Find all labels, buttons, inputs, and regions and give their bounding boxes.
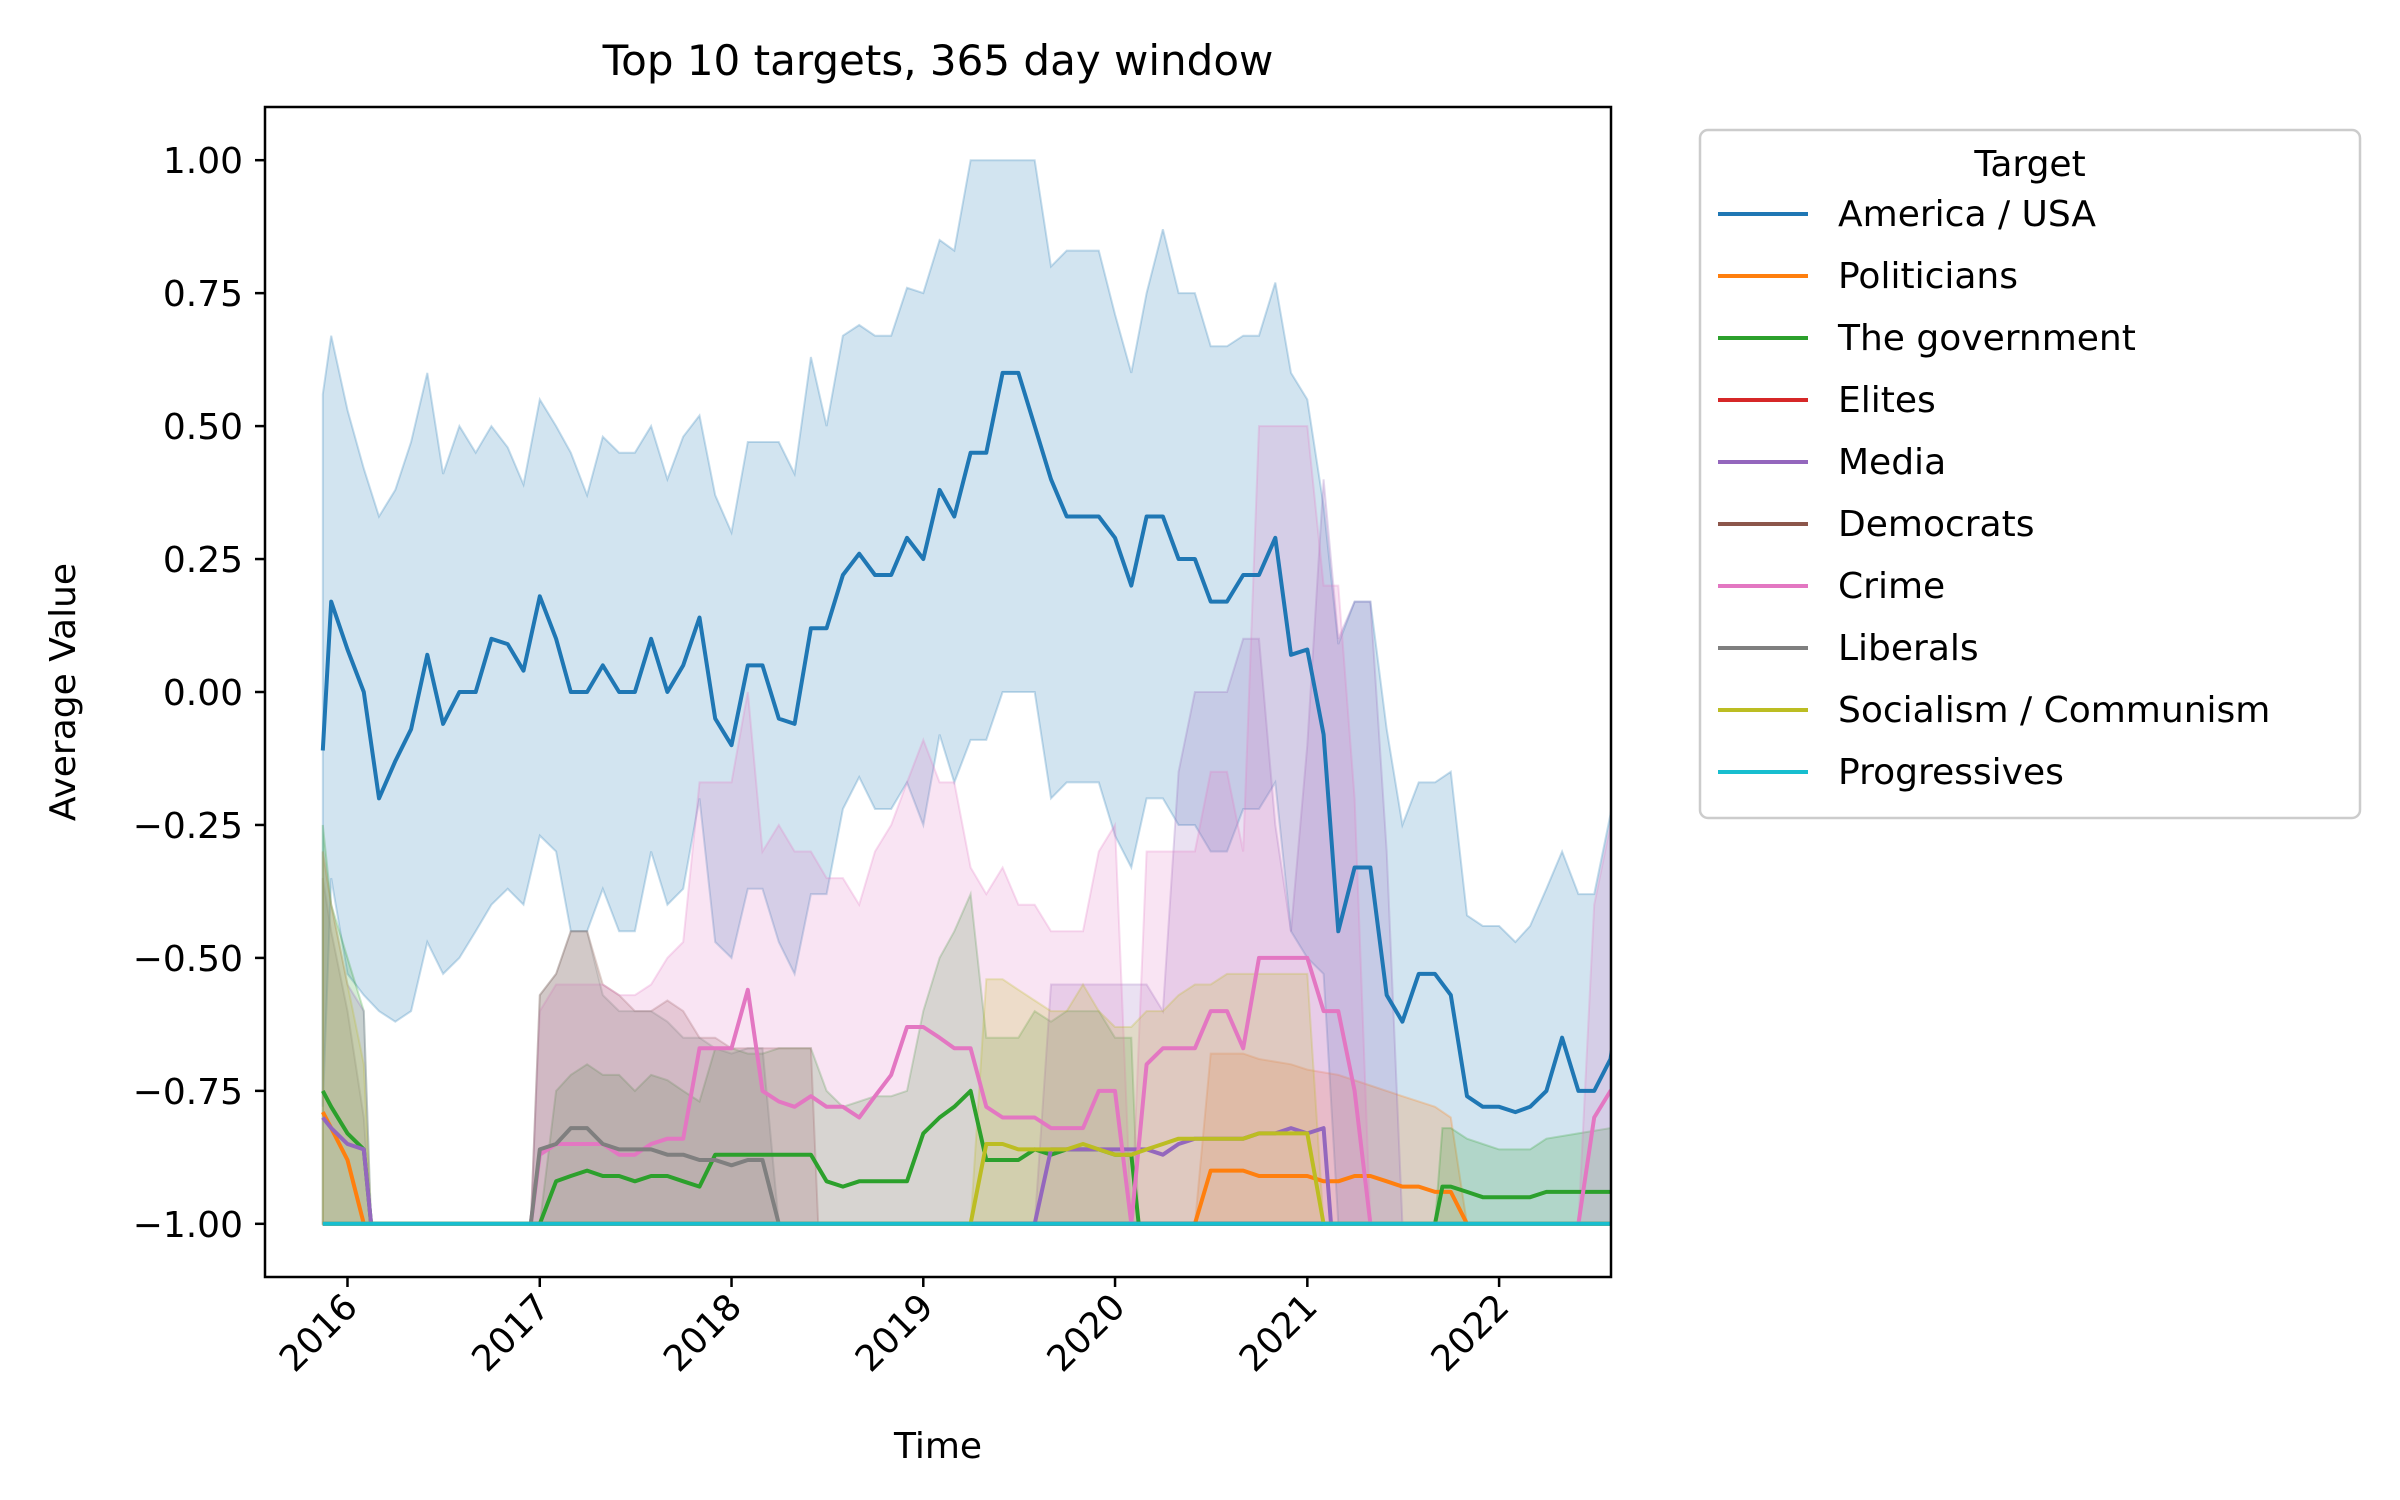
band-the-government (321, 824, 1611, 1225)
series-line-the-government (321, 1088, 1611, 1226)
y-tick-label: 0.00 (163, 673, 243, 714)
chart-title: Top 10 targets, 365 day window (602, 36, 1274, 85)
y-axis-label: Average Value (43, 563, 84, 821)
y-tick-label: 1.00 (163, 141, 243, 182)
y-tick-label: 0.25 (163, 540, 243, 581)
y-tick-label: 0.50 (163, 407, 243, 448)
legend-title: Target (1973, 144, 2085, 185)
legend-label-politicians: Politicians (1838, 256, 2018, 297)
series-line-america-usa (320, 370, 1611, 1115)
legend: Target America / USA Politicians The gover… (1698, 128, 2362, 820)
legend-label-liberals: Liberals (1838, 628, 1979, 669)
legend-label-democrats: Democrats (1838, 504, 2035, 545)
series-lines (320, 370, 1611, 1226)
band-politicians (1193, 1052, 1469, 1225)
y-tick-label: −1.00 (133, 1205, 243, 1246)
y-tick-label: −0.25 (133, 806, 243, 847)
band-democrats (529, 930, 820, 1225)
legend-label-crime: Crime (1838, 566, 1945, 607)
band-america-usa (321, 159, 1611, 1225)
legend-label-media: Media (1838, 442, 1946, 483)
y-axis: −1.00 −0.75 −0.50 −0.25 0.00 0.25 0.50 0.75 1.00 (133, 141, 265, 1246)
y-tick-label: −0.50 (133, 939, 243, 980)
y-tick-label: −0.75 (133, 1072, 243, 1113)
series-line-socialism-communism (322, 1131, 1611, 1226)
band-media (321, 479, 1611, 1225)
series-line-crime (322, 955, 1611, 1226)
y-tick-label: 0.75 (163, 274, 243, 315)
legend-label-progressives: Progressives (1838, 752, 2064, 793)
series-line-liberals (322, 1126, 1611, 1226)
legend-label-elites: Elites (1838, 380, 1936, 421)
legend-label-the-government: The government (1837, 318, 2136, 359)
legend-label-america-usa: America / USA (1838, 194, 2096, 235)
x-axis-label: Time (893, 1426, 982, 1467)
legend-label-socialism-communism: Socialism / Communism (1838, 690, 2270, 731)
legend-box (1698, 128, 2362, 820)
